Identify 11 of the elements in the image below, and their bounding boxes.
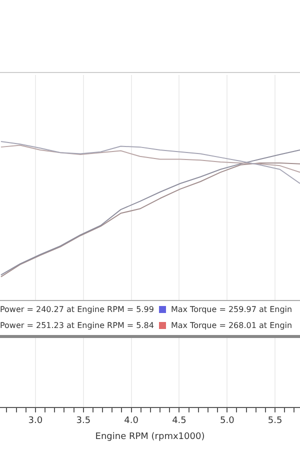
- x-tick-label: 4.5: [172, 416, 186, 426]
- x-axis-title: Engine RPM (rpmx1000): [95, 432, 205, 442]
- x-tick-label: 5.5: [268, 416, 282, 426]
- x-tick-label: 4.0: [124, 416, 139, 426]
- annotation: Power = 251.23 at Engine RPM = 5.84: [0, 320, 154, 330]
- annotation: Max Torque = 259.97 at Engin: [170, 304, 292, 314]
- annotation: Max Torque = 268.01 at Engin: [170, 320, 292, 330]
- x-tick-label: 3.5: [76, 416, 91, 426]
- x-tick-label: 3.0: [28, 416, 43, 426]
- annotation: Power = 240.27 at Engine RPM = 5.99: [0, 304, 154, 314]
- x-tick-label: 5.0: [220, 416, 235, 426]
